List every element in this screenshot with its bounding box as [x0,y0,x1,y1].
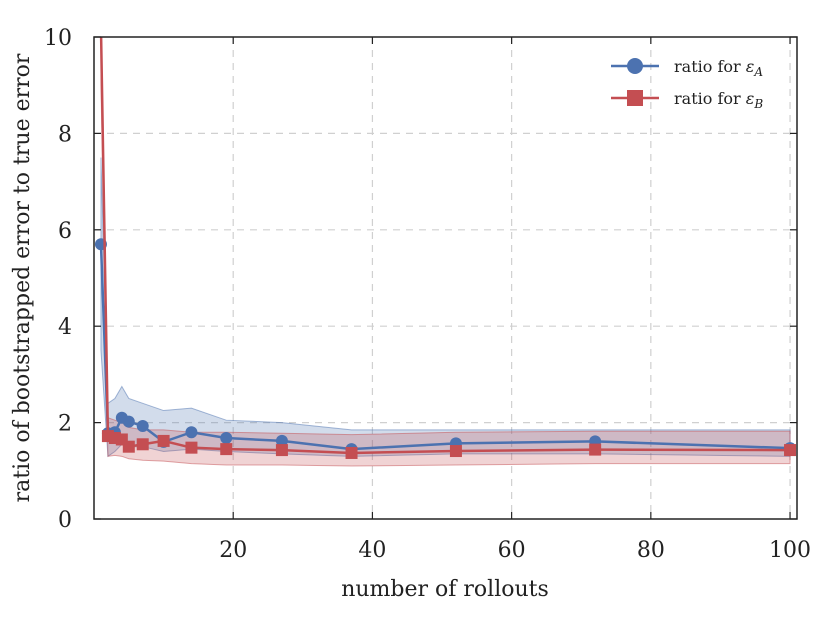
legend-label-1: ratio for εA [674,57,763,79]
point-series-2 [185,441,198,454]
point-series-2 [449,445,462,458]
x-tick-label: 60 [498,538,526,563]
legend-marker-2 [627,90,643,106]
point-series-2 [784,444,797,457]
point-series-2 [345,446,358,459]
y-tick-label: 4 [58,315,72,340]
plot-frame [93,36,798,520]
y-tick-label: 10 [44,26,72,51]
y-tick-label: 0 [58,508,72,533]
y-axis-label: ratio of bootstrapped error to true erro… [10,53,35,502]
point-series-2 [95,21,107,33]
grid-lines [94,37,797,519]
plot-background [94,37,797,519]
y-tick-label: 2 [58,412,72,437]
point-series-1 [185,426,198,439]
point-series-1 [122,415,135,428]
legend-marker-1 [627,58,643,74]
point-series-2 [220,443,233,456]
point-series-2 [136,438,149,451]
point-series-1 [275,434,288,447]
x-tick-label: 20 [219,538,247,563]
series-lines [94,21,797,459]
point-series-2 [157,434,170,447]
y-tick-label: 6 [58,219,72,244]
y-tick-label: 8 [58,122,72,147]
point-series-2 [589,443,602,456]
point-series-2 [275,444,288,457]
x-tick-label: 40 [358,538,386,563]
point-series-2 [122,440,135,453]
legend-label-2: ratio for εB [674,89,763,111]
axis-ticks: 20 40 60 80 100 0 2 4 6 8 10 [44,26,811,563]
x-tick-label: 100 [769,538,811,563]
point-series-1 [220,432,233,445]
x-axis-label: number of rollouts [341,577,549,602]
point-series-1 [136,419,149,432]
x-tick-label: 80 [637,538,665,563]
legend: ratio for εA ratio for εB [611,57,763,111]
